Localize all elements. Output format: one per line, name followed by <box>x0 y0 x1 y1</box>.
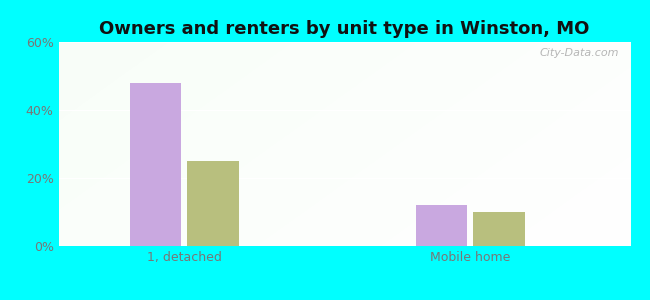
Title: Owners and renters by unit type in Winston, MO: Owners and renters by unit type in Winst… <box>99 20 590 38</box>
Bar <box>130 83 181 246</box>
Bar <box>187 161 239 246</box>
Bar <box>473 212 525 246</box>
Bar <box>416 205 467 246</box>
Text: City-Data.com: City-Data.com <box>540 48 619 58</box>
